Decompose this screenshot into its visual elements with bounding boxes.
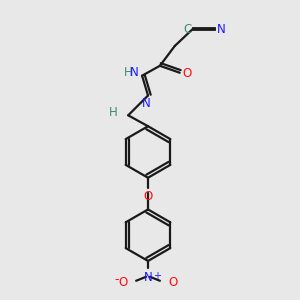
Text: H: H xyxy=(109,106,117,119)
Text: C: C xyxy=(183,22,192,36)
Text: N: N xyxy=(130,66,139,79)
Text: O: O xyxy=(143,190,153,202)
Text: N: N xyxy=(216,22,225,36)
Text: +: + xyxy=(153,271,161,281)
Text: O: O xyxy=(118,276,127,289)
Text: O: O xyxy=(169,276,178,289)
Text: O: O xyxy=(183,67,192,80)
Text: N: N xyxy=(142,98,150,110)
Text: H: H xyxy=(123,66,132,79)
Text: -: - xyxy=(115,273,119,286)
Text: N: N xyxy=(144,271,152,284)
